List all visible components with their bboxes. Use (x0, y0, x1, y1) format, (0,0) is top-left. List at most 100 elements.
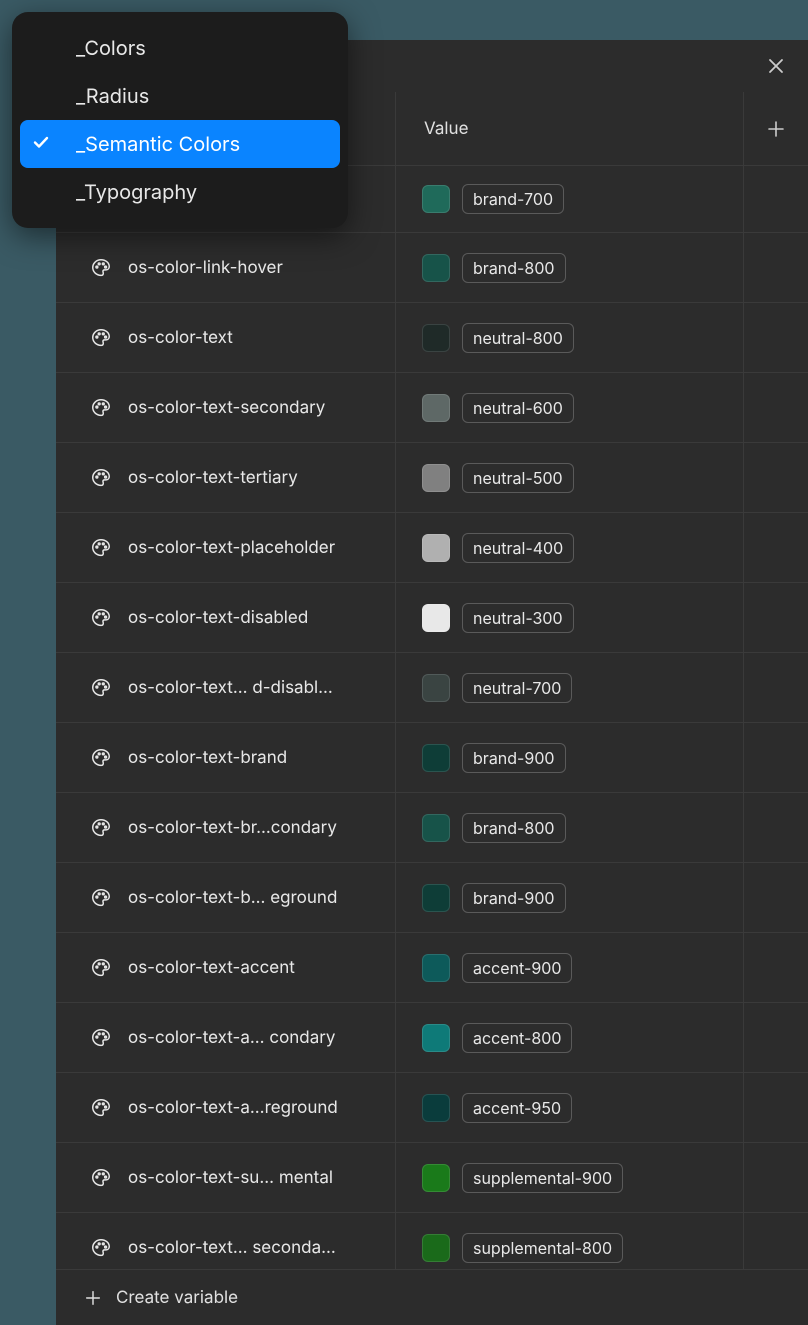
dropdown-item[interactable]: _Colors (12, 24, 348, 72)
value-cell[interactable]: brand-700 (396, 166, 744, 232)
palette-icon (90, 257, 112, 279)
extra-cell (744, 1073, 808, 1142)
value-cell[interactable]: neutral-600 (396, 373, 744, 442)
extra-cell (744, 1143, 808, 1212)
table-row[interactable]: os-color-text-b... eground brand-900 (56, 863, 808, 933)
value-cell[interactable]: supplemental-800 (396, 1213, 744, 1269)
color-swatch (422, 185, 450, 213)
extra-cell (744, 863, 808, 932)
table-row[interactable]: os-color-text-tertiary neutral-500 (56, 443, 808, 513)
table-row[interactable]: os-color-text neutral-800 (56, 303, 808, 373)
value-cell[interactable]: neutral-400 (396, 513, 744, 582)
table-row[interactable]: os-color-text-br...condary brand-800 (56, 793, 808, 863)
name-cell[interactable]: os-color-text-a...reground (56, 1073, 396, 1142)
value-cell[interactable]: neutral-800 (396, 303, 744, 372)
dropdown-item-label: _Typography (76, 180, 197, 204)
value-pill[interactable]: supplemental-800 (462, 1233, 623, 1263)
color-swatch (422, 884, 450, 912)
table-row[interactable]: os-color-text-secondary neutral-600 (56, 373, 808, 443)
name-cell[interactable]: os-color-text... d-disabl... (56, 653, 396, 722)
extra-cell (744, 933, 808, 1002)
dropdown-item-label: _Semantic Colors (76, 132, 240, 156)
value-cell[interactable]: accent-950 (396, 1073, 744, 1142)
name-cell[interactable]: os-color-text-secondary (56, 373, 396, 442)
value-cell[interactable]: accent-900 (396, 933, 744, 1002)
dropdown-item[interactable]: _Semantic Colors (20, 120, 340, 168)
create-variable-label: Create variable (116, 1288, 238, 1308)
name-cell[interactable]: os-color-text-su... mental (56, 1143, 396, 1212)
value-cell[interactable]: neutral-500 (396, 443, 744, 512)
name-cell[interactable]: os-color-text-brand (56, 723, 396, 792)
name-cell[interactable]: os-color-text-tertiary (56, 443, 396, 512)
table-row[interactable]: os-color-text-placeholder neutral-400 (56, 513, 808, 583)
value-cell[interactable]: neutral-700 (396, 653, 744, 722)
value-pill[interactable]: neutral-600 (462, 393, 574, 423)
name-cell[interactable]: os-color-text-b... eground (56, 863, 396, 932)
value-pill[interactable]: accent-800 (462, 1023, 572, 1053)
table-row[interactable]: os-color-link-hover brand-800 (56, 233, 808, 303)
value-cell[interactable]: neutral-300 (396, 583, 744, 652)
value-pill[interactable]: brand-900 (462, 743, 566, 773)
palette-icon (90, 1167, 112, 1189)
palette-icon (90, 1097, 112, 1119)
color-swatch (422, 674, 450, 702)
table-row[interactable]: os-color-text-disabled neutral-300 (56, 583, 808, 653)
extra-cell (744, 723, 808, 792)
name-cell[interactable]: os-color-text-a... condary (56, 1003, 396, 1072)
name-cell[interactable]: os-color-text (56, 303, 396, 372)
name-cell[interactable]: os-color-text-disabled (56, 583, 396, 652)
name-cell[interactable]: os-color-link-hover (56, 233, 396, 302)
name-cell[interactable]: os-color-text-br...condary (56, 793, 396, 862)
add-column-button[interactable] (744, 92, 808, 165)
variable-name: os-color-text-a...reground (128, 1098, 338, 1118)
value-cell[interactable]: brand-800 (396, 793, 744, 862)
value-cell[interactable]: brand-900 (396, 723, 744, 792)
table-row[interactable]: os-color-text... seconda... supplemental… (56, 1213, 808, 1269)
table-row[interactable]: os-color-text-su... mental supplemental-… (56, 1143, 808, 1213)
value-pill[interactable]: brand-900 (462, 883, 566, 913)
palette-icon (90, 467, 112, 489)
name-cell[interactable]: os-color-text-accent (56, 933, 396, 1002)
value-pill[interactable]: brand-700 (462, 184, 564, 214)
value-pill[interactable]: neutral-400 (462, 533, 574, 563)
create-variable-button[interactable]: Create variable (56, 1269, 808, 1325)
variables-panel: Value brand-700 os-color-link-hover bran… (56, 40, 808, 1325)
variable-name: os-color-text-br...condary (128, 818, 337, 838)
collection-dropdown[interactable]: _Colors _Radius _Semantic Colors _Typograph… (12, 12, 348, 228)
close-button[interactable] (762, 52, 790, 80)
value-column-header: Value (396, 92, 744, 165)
palette-icon (90, 1027, 112, 1049)
dropdown-item[interactable]: _Typography (12, 168, 348, 216)
dropdown-item-label: _Radius (76, 84, 149, 108)
extra-cell (744, 166, 808, 232)
value-cell[interactable]: brand-800 (396, 233, 744, 302)
value-pill[interactable]: accent-900 (462, 953, 572, 983)
value-pill[interactable]: accent-950 (462, 1093, 572, 1123)
color-swatch (422, 744, 450, 772)
value-pill[interactable]: neutral-700 (462, 673, 572, 703)
dropdown-item[interactable]: _Radius (12, 72, 348, 120)
palette-icon (90, 327, 112, 349)
table-row[interactable]: os-color-text... d-disabl... neutral-700 (56, 653, 808, 723)
color-swatch (422, 604, 450, 632)
value-pill[interactable]: brand-800 (462, 253, 566, 283)
table-row[interactable]: os-color-text-a... condary accent-800 (56, 1003, 808, 1073)
value-pill[interactable]: neutral-800 (462, 323, 574, 353)
value-pill[interactable]: neutral-300 (462, 603, 574, 633)
color-swatch (422, 534, 450, 562)
value-cell[interactable]: supplemental-900 (396, 1143, 744, 1212)
value-pill[interactable]: brand-800 (462, 813, 566, 843)
value-cell[interactable]: brand-900 (396, 863, 744, 932)
extra-cell (744, 233, 808, 302)
variable-name: os-color-text-accent (128, 958, 295, 978)
value-cell[interactable]: accent-800 (396, 1003, 744, 1072)
table-row[interactable]: os-color-text-accent accent-900 (56, 933, 808, 1003)
table-row[interactable]: os-color-text-brand brand-900 (56, 723, 808, 793)
name-cell[interactable]: os-color-text... seconda... (56, 1213, 396, 1269)
variable-name: os-color-text-brand (128, 748, 287, 768)
value-pill[interactable]: supplemental-900 (462, 1163, 623, 1193)
extra-cell (744, 443, 808, 512)
table-row[interactable]: os-color-text-a...reground accent-950 (56, 1073, 808, 1143)
name-cell[interactable]: os-color-text-placeholder (56, 513, 396, 582)
value-pill[interactable]: neutral-500 (462, 463, 574, 493)
